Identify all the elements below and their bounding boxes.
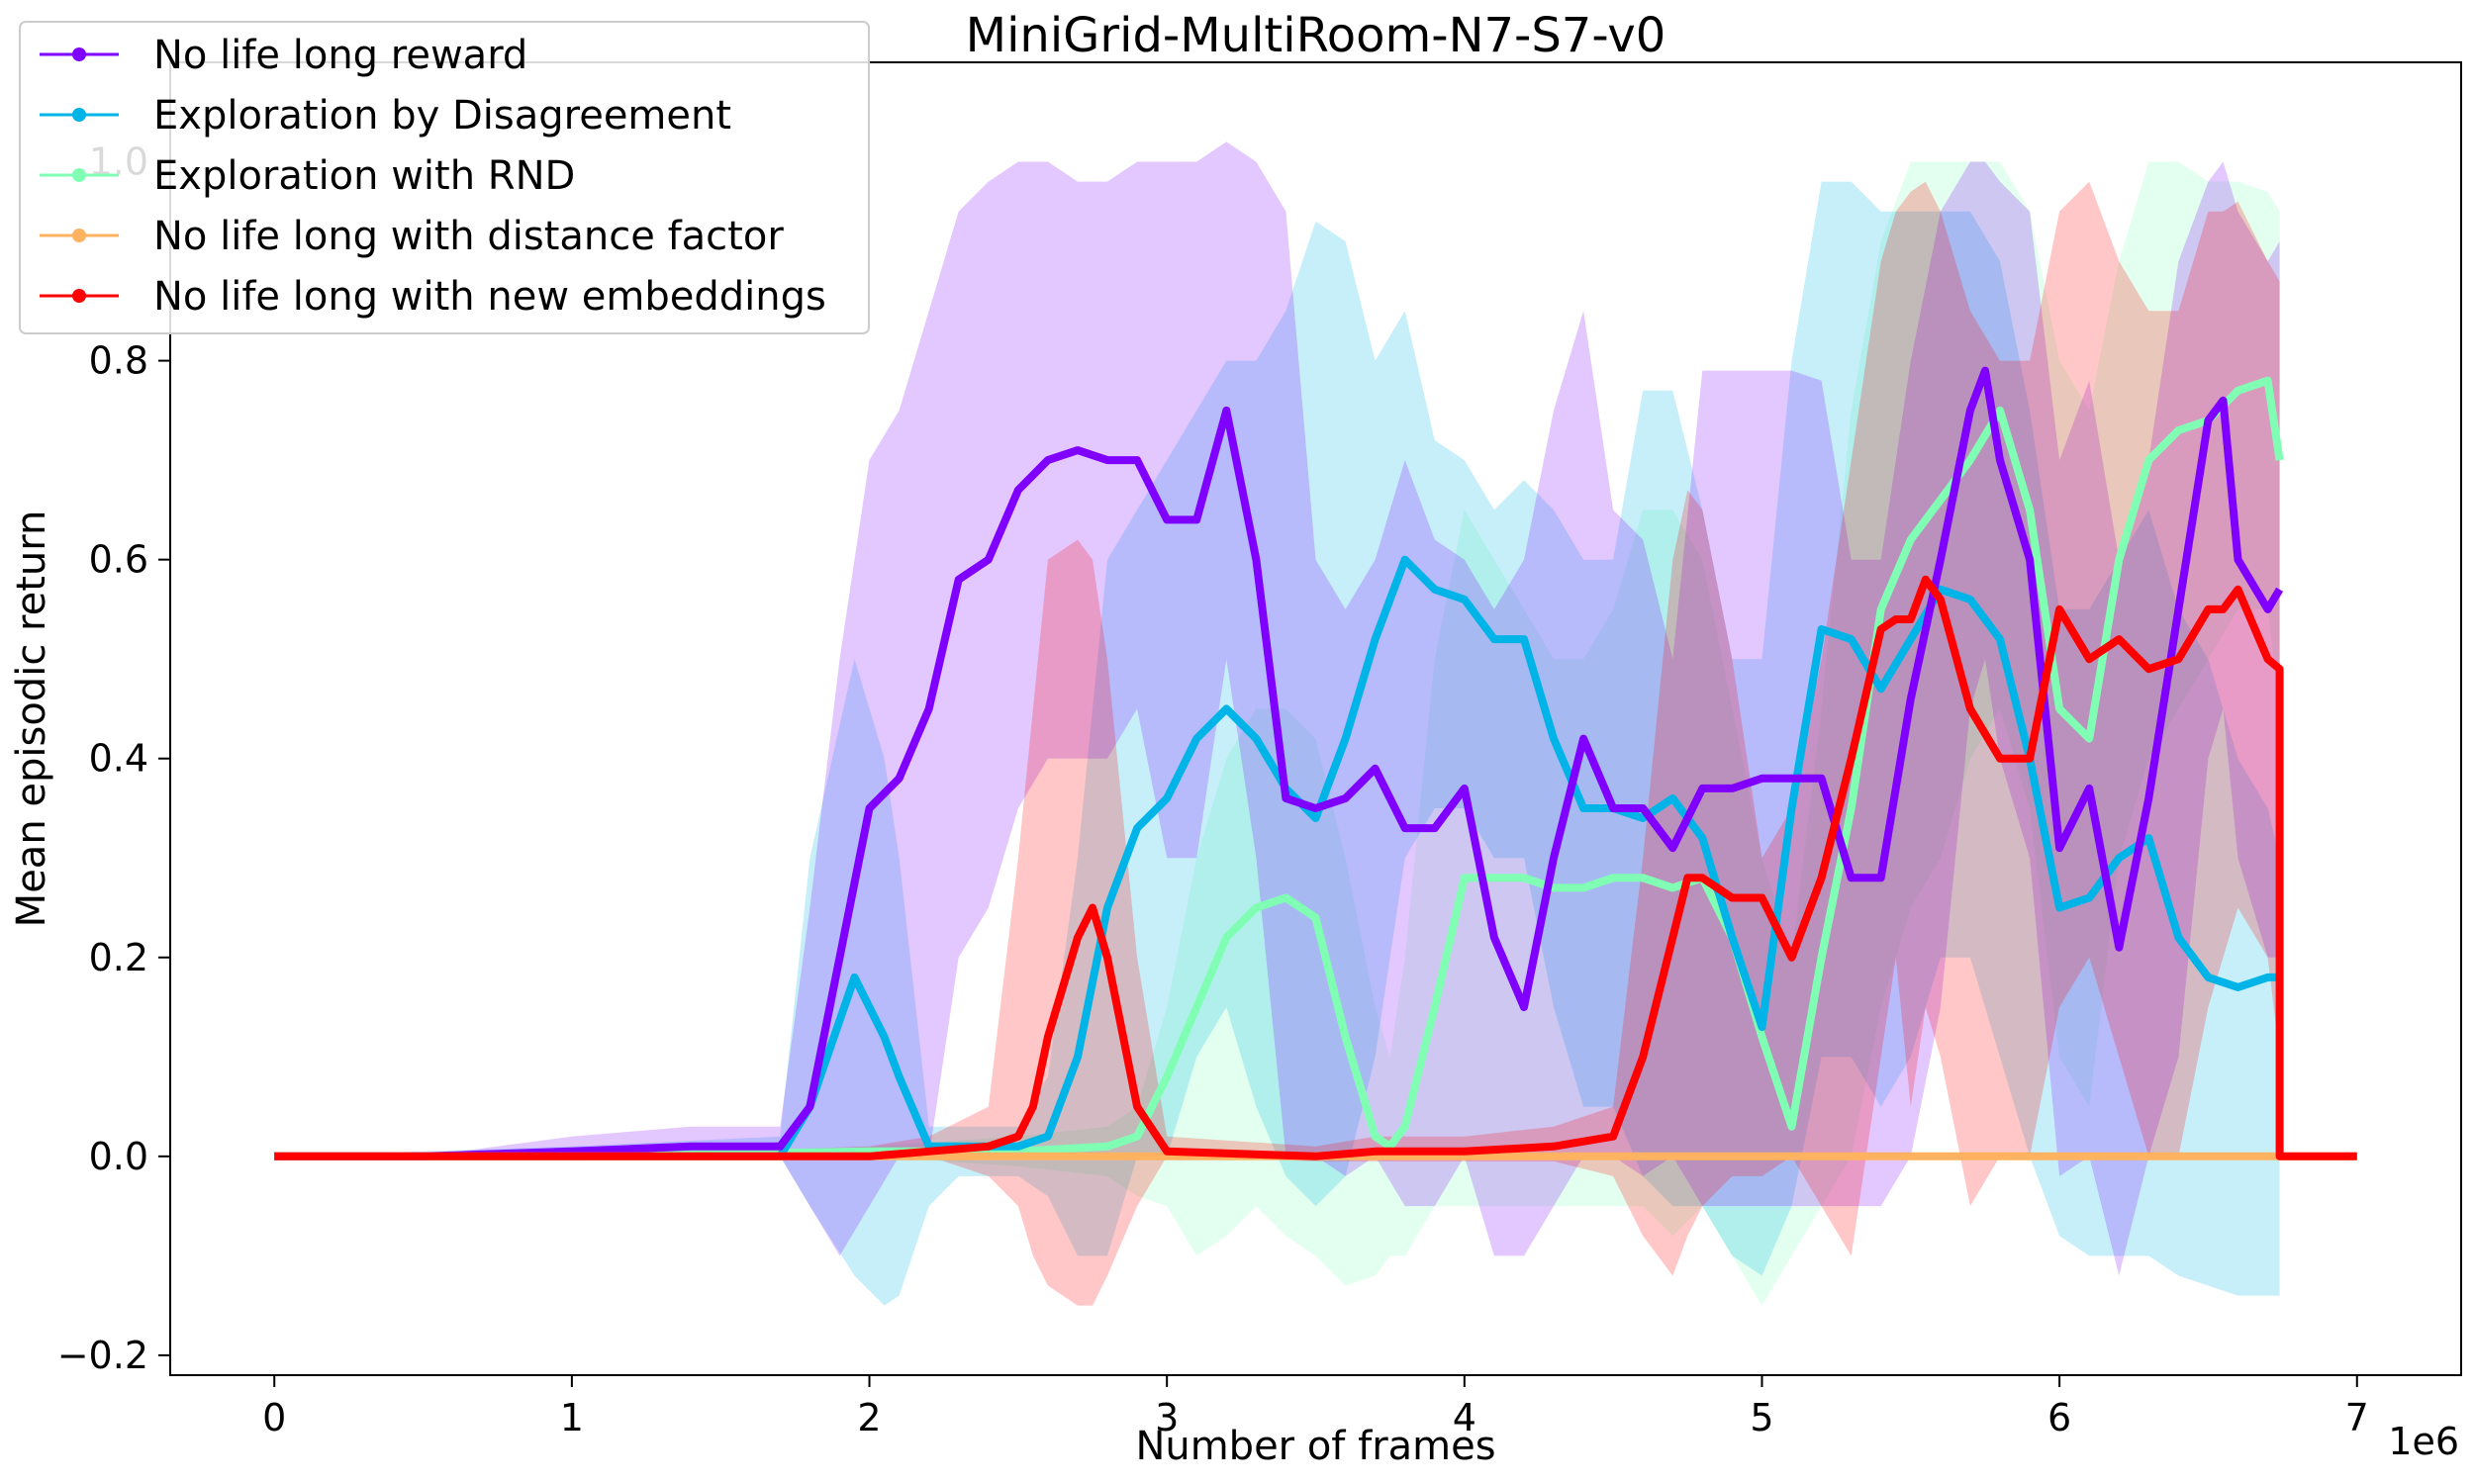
x-tick-label: 0 bbox=[262, 1396, 286, 1439]
x-axis-multiplier: 1e6 bbox=[2388, 1420, 2459, 1463]
chart-title: MiniGrid-MultiRoom-N7-S7-v0 bbox=[966, 8, 1666, 63]
legend-label-0: No life long reward bbox=[153, 33, 527, 78]
legend-label-4: No life long with new embeddings bbox=[153, 274, 826, 320]
y-tick-label: 0.6 bbox=[89, 538, 148, 582]
legend-label-3: No life long with distance factor bbox=[153, 214, 784, 259]
legend-marker-4 bbox=[72, 289, 86, 303]
x-axis-label: Number of frames bbox=[1135, 1424, 1495, 1469]
legend-marker-1 bbox=[72, 108, 86, 122]
legend-marker-0 bbox=[72, 47, 86, 61]
x-tick-label: 4 bbox=[1453, 1396, 1476, 1439]
x-tick-label: 6 bbox=[2047, 1396, 2071, 1439]
legend-box bbox=[19, 21, 870, 334]
legend-marker-3 bbox=[72, 229, 86, 242]
x-tick-label: 1 bbox=[560, 1396, 584, 1439]
legend-label-2: Exploration with RND bbox=[153, 153, 575, 199]
x-tick-label: 7 bbox=[2345, 1396, 2369, 1439]
y-tick-label: 0.0 bbox=[89, 1135, 148, 1178]
y-tick-label: 0.8 bbox=[89, 339, 148, 383]
y-tick-label: −0.2 bbox=[57, 1334, 148, 1377]
x-tick-label: 5 bbox=[1750, 1396, 1773, 1439]
series-lines bbox=[274, 366, 2357, 1160]
x-axis-ticks: 0 1 2 3 4 5 6 7 bbox=[262, 1375, 2369, 1439]
y-tick-label: 0.2 bbox=[89, 936, 148, 979]
band-series-4 bbox=[274, 181, 2357, 1306]
legend-marker-2 bbox=[72, 168, 86, 182]
line-series-2 bbox=[274, 376, 2284, 1160]
y-axis-label: Mean episodic return bbox=[9, 510, 54, 928]
y-tick-label: 0.4 bbox=[89, 737, 148, 781]
x-tick-label: 3 bbox=[1155, 1396, 1179, 1439]
legend-label-1: Exploration by Disagreement bbox=[153, 93, 731, 139]
legend: No life long reward Exploration by Disagr… bbox=[19, 21, 870, 334]
line-series-4 bbox=[274, 575, 2357, 1160]
x-tick-label: 2 bbox=[857, 1396, 881, 1439]
plot-frame bbox=[169, 61, 2462, 1376]
